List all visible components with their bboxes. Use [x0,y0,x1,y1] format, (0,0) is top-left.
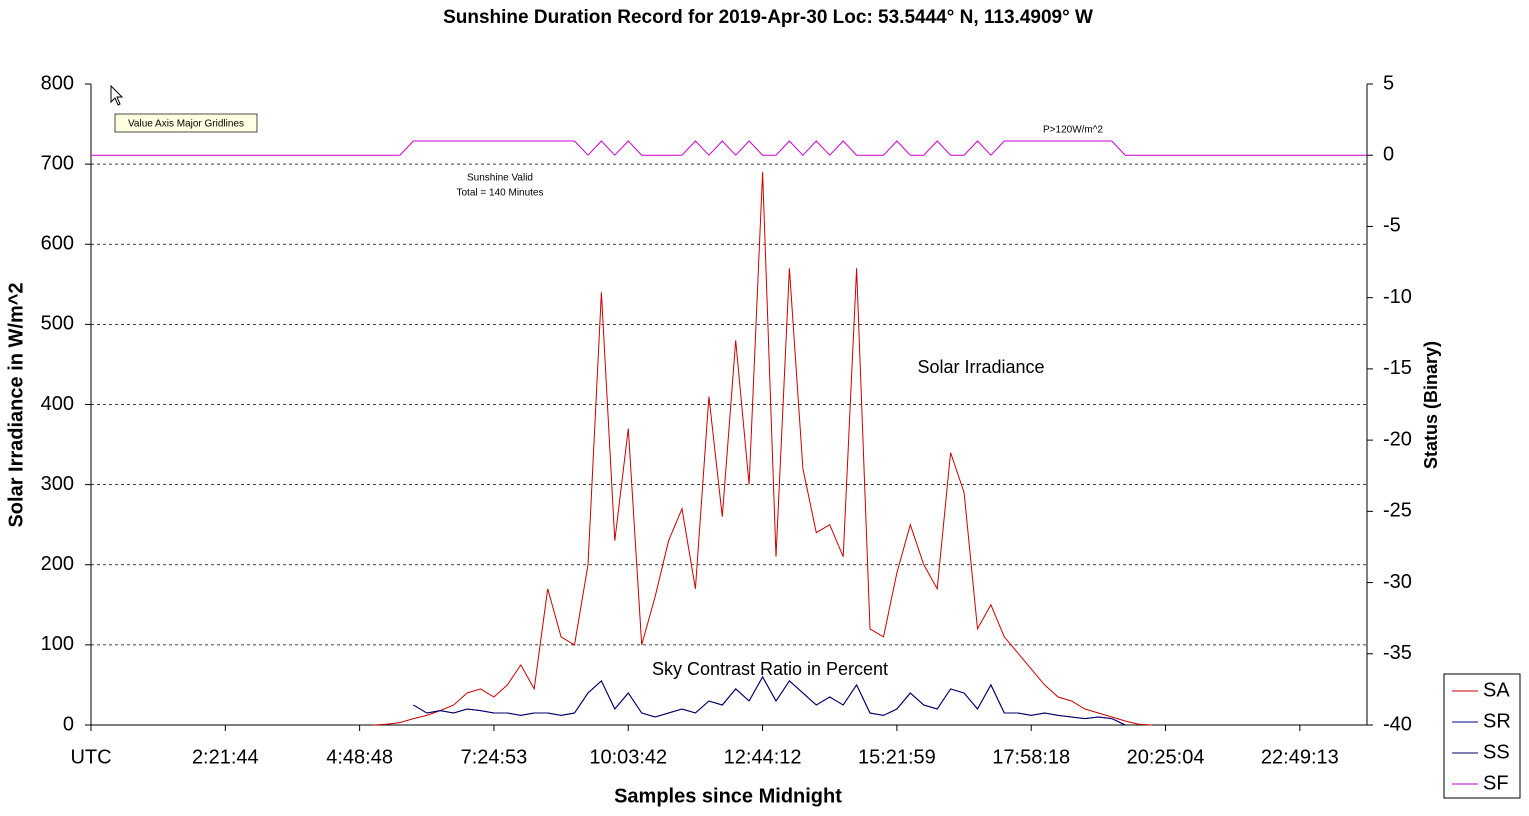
y2-tick-label: -5 [1383,215,1401,237]
y-tick-label: 200 [41,553,74,575]
y2-tick-label: -35 [1383,642,1412,664]
legend-box [1443,673,1521,799]
tooltip-box [114,113,258,133]
y2-tick-label: 5 [1383,72,1394,94]
series-line [91,140,1367,156]
y-tick-label: 800 [41,72,74,94]
y2-tick-label: 0 [1383,144,1394,166]
y-tick-label: 500 [41,313,74,335]
legend-label: SA [1483,679,1510,701]
y-tick-label: 100 [41,633,74,655]
y2-tick-label: -30 [1383,571,1412,593]
tooltip: Value Axis Major Gridlines [128,119,244,130]
y2-axis-title: Status (Binary) [1421,341,1441,469]
x-tick-label: 4:48:48 [326,746,393,768]
chart-title: Sunshine Duration Record for 2019-Apr-30… [443,7,1093,28]
y2-tick-label: -20 [1383,428,1412,450]
annotation: Total = 140 Minutes [457,188,544,199]
cursor [110,84,124,106]
x-tick-label: 2:21:44 [192,746,259,768]
annotation: Sunshine Valid [467,173,533,184]
y-tick-label: 400 [41,393,74,415]
annotation: Solar Irradiance [917,357,1044,377]
series-line [413,675,1126,726]
x-tick-label: 20:25:04 [1127,746,1205,768]
x-tick-label: UTC [70,746,111,768]
legend-label: SR [1483,710,1511,732]
y2-tick-label: -10 [1383,286,1412,308]
annotation: P>120W/m^2 [1043,125,1103,136]
y-tick-label: 700 [41,152,74,174]
legend-label: SS [1483,741,1510,763]
y2-tick-label: -25 [1383,500,1412,522]
y2-tick-label: -15 [1383,357,1412,379]
y-tick-label: 600 [41,233,74,255]
series-line [373,172,1153,726]
y2-tick-label: -40 [1383,713,1412,735]
legend-label: SF [1483,772,1509,794]
y-axis-title: Solar Irradiance in W/m^2 [5,282,27,527]
x-axis-title: Samples since Midnight [614,785,842,807]
annotation: Sky Contrast Ratio in Percent [652,659,888,679]
x-tick-label: 7:24:53 [461,746,528,768]
x-tick-label: 22:49:13 [1261,746,1339,768]
x-tick-label: 17:58:18 [992,746,1070,768]
x-tick-label: 10:03:42 [589,746,667,768]
x-tick-label: 12:44:12 [724,746,802,768]
series-line [413,675,1126,726]
x-tick-label: 15:21:59 [858,746,936,768]
y-tick-label: 0 [63,713,74,735]
y-tick-label: 300 [41,473,74,495]
